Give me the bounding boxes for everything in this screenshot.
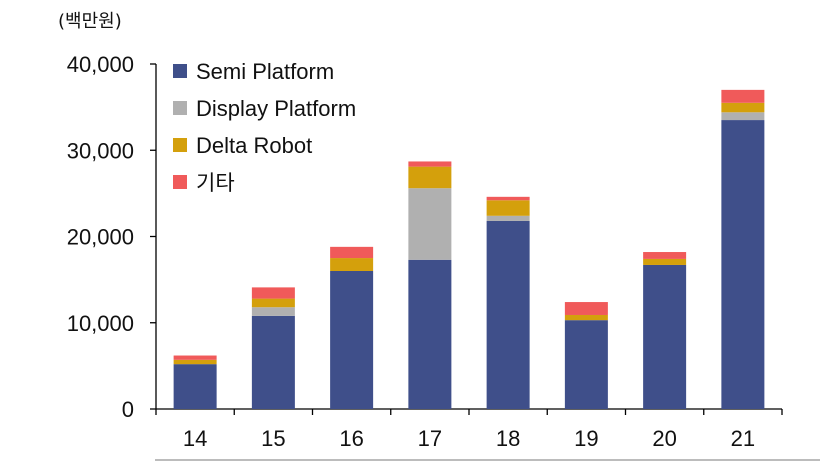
legend-swatch [173,138,187,152]
unit-label: (백만원) [58,11,122,32]
y-tick-label: 40,000 [67,52,134,77]
bar-segment [251,307,295,316]
x-tick-labels: 14 15 16 17 18 19 20 21 [155,409,783,451]
bar-segment [486,196,530,201]
bar-segment [173,364,217,409]
y-tick-label: 30,000 [67,138,134,163]
bar-segment [643,258,687,265]
bar-segment [721,89,765,103]
legend-label: 기타 [196,171,235,195]
bar-segment [408,166,452,189]
bar-segment [721,102,765,113]
x-tick-label: 15 [261,426,285,451]
bar-segment [486,200,530,216]
bar-segment [251,287,295,299]
bar-segment [330,246,374,259]
x-tick-label: 21 [731,426,755,451]
bar-segment [408,161,452,167]
x-tick-label: 14 [183,426,207,451]
bar-segment [564,320,608,409]
y-tick-label: 0 [122,397,134,422]
x-tick-label: 17 [418,426,442,451]
bar-segment [486,220,530,409]
bar-segment [173,359,217,365]
bar-segment [408,259,452,409]
bar-segment [251,298,295,308]
x-tick-label: 20 [652,426,676,451]
legend-swatch [173,175,187,189]
legend-label: Display Platform [196,96,356,121]
x-tick-label: 18 [496,426,520,451]
bar-segment [408,188,452,260]
legend-swatch [173,64,187,78]
bar-segment [330,271,374,409]
bar-segment [251,315,295,409]
bar-segment [721,112,765,121]
y-tick-labels: 0 10,000 20,000 30,000 40,000 [67,52,156,422]
y-tick-label: 10,000 [67,311,134,336]
legend-swatch [173,101,187,115]
bar-segment [173,355,217,360]
bar-segment [486,215,530,221]
legend-label: Delta Robot [196,133,312,158]
legend: Semi Platform Display Platform Delta Robot… [173,59,356,195]
bar-series-group [173,89,765,409]
bar-segment [643,264,687,409]
bar-segment [564,314,608,321]
x-tick-label: 19 [574,426,598,451]
legend-label: Semi Platform [196,59,334,84]
bar-segment [330,258,374,271]
bar-segment [643,252,687,259]
y-tick-label: 20,000 [67,225,134,250]
bar-segment [721,120,765,409]
x-tick-label: 16 [339,426,363,451]
bar-segment [564,302,608,315]
